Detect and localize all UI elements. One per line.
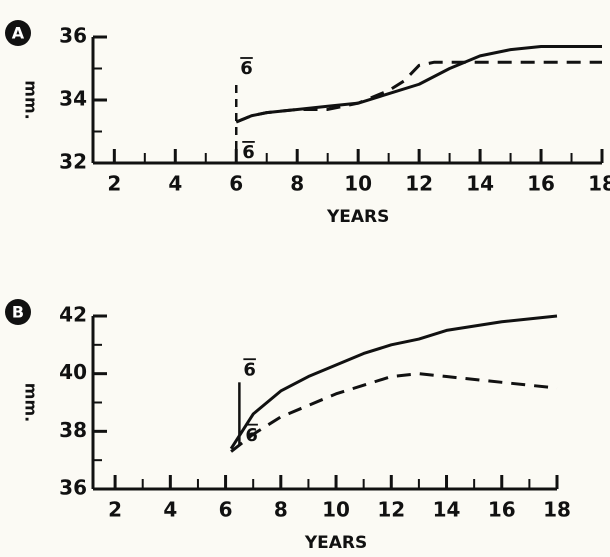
y-tick-label: 42 — [59, 303, 87, 327]
annotation: 6 — [242, 142, 255, 163]
data-line — [236, 62, 602, 122]
y-tick-label: 40 — [59, 360, 87, 384]
x-axis-label: YEARS — [326, 207, 389, 227]
figure: Amm. YEARS 32 34 36 2 4 6 8 10 12 14 16 18 6 6 Bmm. YEARS… — [0, 0, 610, 557]
x-tick-label: 8 — [274, 498, 288, 522]
x-tick-label: 10 — [322, 498, 350, 522]
x-tick-label: 2 — [107, 172, 121, 196]
x-tick-label: 18 — [543, 498, 571, 522]
x-axis-label: YEARS — [304, 533, 367, 553]
annotation: 6 — [243, 359, 256, 380]
x-tick-label: 18 — [588, 172, 610, 196]
x-tick-label: 6 — [229, 172, 243, 196]
x-tick-label: 16 — [527, 172, 555, 196]
x-tick-label: 4 — [163, 498, 177, 522]
x-tick-label: 14 — [433, 498, 461, 522]
y-tick-label: 36 — [59, 476, 87, 500]
data-line — [231, 316, 557, 449]
y-tick-label: 36 — [59, 24, 87, 48]
x-tick-label: 16 — [488, 498, 516, 522]
data-line — [231, 374, 557, 452]
x-tick-label: 8 — [290, 172, 304, 196]
x-tick-label: 4 — [168, 172, 182, 196]
y-axis-label: mm. — [22, 80, 41, 119]
panel-label: A — [12, 24, 25, 43]
x-tick-label: 10 — [344, 172, 372, 196]
y-axis-label: mm. — [22, 383, 41, 422]
y-tick-label: 38 — [59, 418, 87, 442]
x-tick-label: 12 — [377, 498, 405, 522]
x-tick-label: 12 — [405, 172, 433, 196]
y-tick-label: 32 — [59, 150, 87, 174]
panel-label: B — [12, 303, 24, 322]
annotation: 6 — [240, 58, 253, 79]
x-tick-label: 14 — [466, 172, 494, 196]
x-tick-label: 2 — [108, 498, 122, 522]
y-tick-label: 34 — [59, 87, 87, 111]
x-tick-label: 6 — [219, 498, 233, 522]
